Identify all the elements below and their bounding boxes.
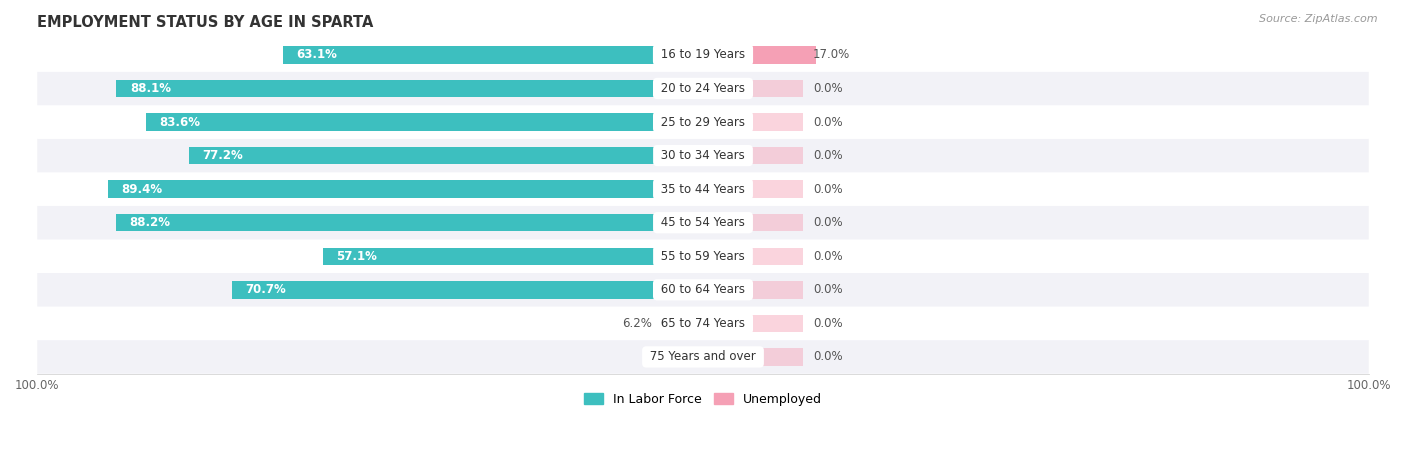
Bar: [108, 180, 703, 198]
Bar: [115, 214, 703, 231]
Bar: [703, 113, 803, 131]
FancyBboxPatch shape: [37, 306, 1369, 340]
Bar: [662, 315, 703, 332]
Text: 0.0%: 0.0%: [813, 216, 842, 229]
Bar: [703, 46, 803, 63]
Bar: [703, 214, 803, 231]
FancyBboxPatch shape: [37, 239, 1369, 273]
Text: 35 to 44 Years: 35 to 44 Years: [657, 183, 749, 196]
Bar: [703, 315, 803, 332]
Text: 0.0%: 0.0%: [813, 116, 842, 129]
Text: 65 to 74 Years: 65 to 74 Years: [657, 317, 749, 330]
Text: 16 to 19 Years: 16 to 19 Years: [657, 49, 749, 61]
Text: 0.0%: 0.0%: [813, 82, 842, 95]
Text: 60 to 64 Years: 60 to 64 Years: [657, 284, 749, 296]
Text: 89.4%: 89.4%: [121, 183, 162, 196]
Text: 88.1%: 88.1%: [129, 82, 170, 95]
Text: 20 to 24 Years: 20 to 24 Years: [657, 82, 749, 95]
FancyBboxPatch shape: [37, 105, 1369, 139]
Bar: [188, 147, 703, 164]
Text: 0.0%: 0.0%: [813, 317, 842, 330]
Text: 25 to 29 Years: 25 to 29 Years: [657, 116, 749, 129]
FancyBboxPatch shape: [37, 72, 1369, 105]
Text: 0.0%: 0.0%: [813, 250, 842, 263]
Text: 6.2%: 6.2%: [621, 317, 652, 330]
Bar: [703, 180, 803, 198]
Bar: [232, 281, 703, 298]
FancyBboxPatch shape: [37, 206, 1369, 239]
Bar: [703, 248, 803, 265]
Bar: [703, 46, 815, 63]
Text: 0.0%: 0.0%: [813, 351, 842, 364]
Bar: [703, 147, 803, 164]
Text: 70.7%: 70.7%: [246, 284, 287, 296]
Text: 88.2%: 88.2%: [129, 216, 170, 229]
Bar: [703, 348, 803, 366]
Bar: [703, 281, 803, 298]
FancyBboxPatch shape: [37, 340, 1369, 374]
FancyBboxPatch shape: [37, 273, 1369, 306]
Bar: [283, 46, 703, 63]
Legend: In Labor Force, Unemployed: In Labor Force, Unemployed: [579, 388, 827, 411]
Text: 55 to 59 Years: 55 to 59 Years: [657, 250, 749, 263]
Text: 0.0%: 0.0%: [664, 351, 693, 364]
Text: 77.2%: 77.2%: [202, 149, 243, 162]
Text: 0.0%: 0.0%: [813, 284, 842, 296]
FancyBboxPatch shape: [37, 139, 1369, 172]
Text: 0.0%: 0.0%: [813, 149, 842, 162]
Text: 45 to 54 Years: 45 to 54 Years: [657, 216, 749, 229]
FancyBboxPatch shape: [37, 172, 1369, 206]
Bar: [323, 248, 703, 265]
Text: 57.1%: 57.1%: [336, 250, 377, 263]
Text: Source: ZipAtlas.com: Source: ZipAtlas.com: [1260, 14, 1378, 23]
Bar: [703, 80, 803, 97]
Text: 0.0%: 0.0%: [813, 183, 842, 196]
Text: EMPLOYMENT STATUS BY AGE IN SPARTA: EMPLOYMENT STATUS BY AGE IN SPARTA: [37, 15, 374, 30]
FancyBboxPatch shape: [37, 38, 1369, 72]
Text: 17.0%: 17.0%: [813, 49, 851, 61]
Text: 63.1%: 63.1%: [297, 49, 337, 61]
Text: 75 Years and over: 75 Years and over: [647, 351, 759, 364]
Text: 83.6%: 83.6%: [160, 116, 201, 129]
Bar: [146, 113, 703, 131]
Text: 30 to 34 Years: 30 to 34 Years: [657, 149, 749, 162]
Bar: [117, 80, 703, 97]
